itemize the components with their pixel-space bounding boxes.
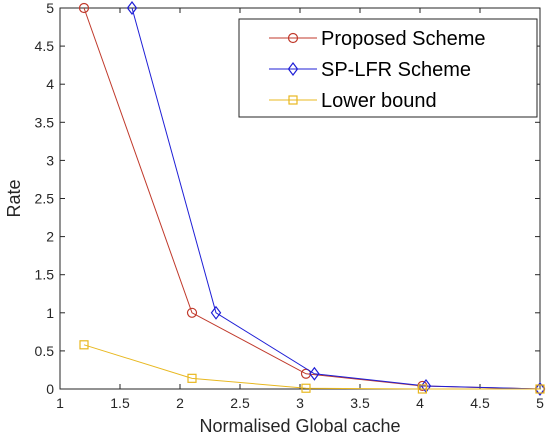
y-tick-label: 0.5 — [35, 343, 55, 359]
x-axis-label: Normalised Global cache — [199, 416, 400, 436]
x-tick-label: 2.5 — [230, 395, 250, 411]
y-tick-label: 4.5 — [35, 38, 55, 54]
series-line — [131, 7, 541, 390]
series-square — [79, 340, 545, 394]
data-point — [78, 2, 90, 14]
data-point — [126, 0, 138, 15]
y-axis-label: Rate — [4, 179, 24, 217]
y-tick-label: 2.5 — [35, 191, 55, 207]
data-point — [210, 305, 222, 320]
legend-item: SP-LFR Scheme — [269, 59, 471, 81]
legend-label: SP-LFR Scheme — [321, 59, 471, 81]
x-tick-label: 1.5 — [110, 395, 130, 411]
x-tick-label: 3.5 — [350, 395, 370, 411]
data-point — [186, 307, 198, 318]
data-point — [187, 373, 197, 383]
y-axis-ticks: 0 0.5 1 1.5 2 2.5 3 3.5 4 4.5 5 — [35, 0, 540, 397]
y-tick-label: 3 — [46, 152, 54, 168]
data-point — [417, 384, 427, 394]
series-line — [83, 344, 540, 390]
data-point — [309, 366, 320, 381]
y-tick-label: 5 — [46, 0, 54, 16]
y-tick-label: 1 — [46, 305, 54, 321]
legend-item: Lower bound — [269, 90, 437, 112]
data-point — [534, 382, 546, 396]
legend-marker — [288, 95, 298, 105]
x-tick-label: 4 — [416, 395, 424, 411]
series-diamond — [126, 0, 546, 396]
legend: Proposed Scheme SP-LFR Scheme Lower bound — [238, 18, 538, 118]
series-layer — [78, 0, 546, 396]
data-point — [535, 384, 545, 394]
x-axis-ticks: 1 1.5 2 2.5 3 3.5 4 4.5 5 — [56, 8, 544, 411]
x-tick-label: 4.5 — [470, 395, 490, 411]
data-point — [79, 340, 89, 350]
x-tick-label: 3 — [296, 395, 304, 411]
y-tick-label: 1.5 — [35, 267, 55, 283]
legend-marker — [287, 32, 299, 44]
y-tick-label: 3.5 — [35, 114, 55, 130]
y-tick-label: 2 — [46, 229, 54, 245]
x-tick-label: 2 — [176, 395, 184, 411]
legend-item: Proposed Scheme — [269, 28, 486, 50]
data-point — [301, 383, 311, 393]
legend-label: Proposed Scheme — [321, 28, 486, 50]
legend-marker — [287, 62, 299, 76]
legend-label: Lower bound — [321, 90, 437, 112]
y-tick-label: 0 — [46, 381, 54, 397]
x-tick-label: 1 — [56, 395, 64, 411]
y-tick-label: 4 — [46, 76, 54, 92]
x-tick-label: 5 — [536, 395, 544, 411]
